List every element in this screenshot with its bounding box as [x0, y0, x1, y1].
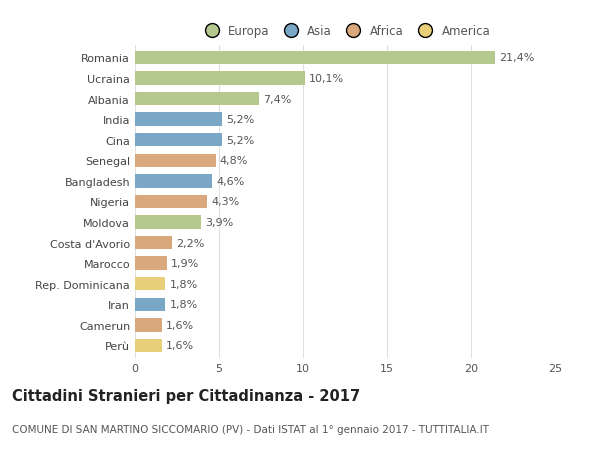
Text: 1,9%: 1,9%	[171, 258, 199, 269]
Text: 21,4%: 21,4%	[499, 53, 534, 63]
Text: 4,8%: 4,8%	[220, 156, 248, 166]
Bar	[135, 134, 223, 147]
Bar	[135, 236, 172, 250]
Bar	[135, 277, 165, 291]
Bar	[135, 113, 223, 127]
Text: 1,8%: 1,8%	[169, 279, 197, 289]
Text: Cittadini Stranieri per Cittadinanza - 2017: Cittadini Stranieri per Cittadinanza - 2…	[12, 388, 360, 403]
Bar	[135, 72, 305, 85]
Bar	[135, 51, 494, 65]
Text: 5,2%: 5,2%	[227, 135, 255, 146]
Legend: Europa, Asia, Africa, America: Europa, Asia, Africa, America	[195, 21, 495, 43]
Bar	[135, 298, 165, 311]
Bar	[135, 257, 167, 270]
Bar	[135, 175, 212, 188]
Text: 3,9%: 3,9%	[205, 218, 233, 228]
Text: 5,2%: 5,2%	[227, 115, 255, 125]
Bar	[135, 319, 162, 332]
Text: 4,6%: 4,6%	[217, 176, 245, 186]
Text: 2,2%: 2,2%	[176, 238, 205, 248]
Text: 4,3%: 4,3%	[211, 197, 239, 207]
Text: 7,4%: 7,4%	[263, 94, 292, 104]
Text: 1,8%: 1,8%	[169, 300, 197, 310]
Bar	[135, 195, 207, 209]
Bar	[135, 216, 200, 229]
Text: 1,6%: 1,6%	[166, 341, 194, 351]
Text: 1,6%: 1,6%	[166, 320, 194, 330]
Bar	[135, 154, 215, 168]
Bar	[135, 93, 259, 106]
Bar	[135, 339, 162, 353]
Text: COMUNE DI SAN MARTINO SICCOMARIO (PV) - Dati ISTAT al 1° gennaio 2017 - TUTTITAL: COMUNE DI SAN MARTINO SICCOMARIO (PV) - …	[12, 425, 489, 435]
Text: 10,1%: 10,1%	[309, 74, 344, 84]
